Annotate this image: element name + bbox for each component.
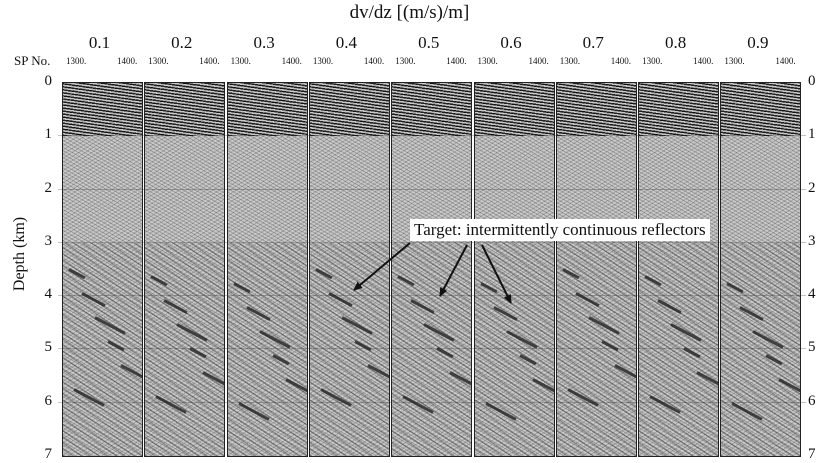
sp-tick-1300: 1300. <box>395 56 416 66</box>
shallow-noise-zone <box>474 83 554 136</box>
depth-tick-left: 2 <box>44 179 53 196</box>
mid-depth-zone <box>392 136 472 456</box>
depth-tick-right: 3 <box>808 232 816 249</box>
panel-dvdz-label: 0.9 <box>747 33 769 52</box>
sp-tick-1300: 1300. <box>477 56 498 66</box>
shallow-noise-zone <box>639 83 719 136</box>
depth-tick-right: 7 <box>808 446 816 462</box>
sp-number-label: SP No. <box>14 53 51 68</box>
seismic-panel <box>391 82 473 457</box>
depth-tick-left: 3 <box>44 232 53 249</box>
shallow-noise-zone <box>227 83 307 136</box>
seismic-panel <box>720 82 802 457</box>
seismic-panel <box>555 82 637 457</box>
sp-tick-1400: 1400. <box>610 56 632 66</box>
shallow-noise-zone <box>309 83 389 136</box>
sp-tick-1400: 1400. <box>281 56 302 66</box>
depth-tick-right: 5 <box>808 339 816 356</box>
depth-gridline <box>58 135 806 137</box>
sp-tick-1400: 1400. <box>117 56 138 66</box>
panel-dvdz-label: 0.8 <box>664 33 687 52</box>
depth-tick-right: 6 <box>808 392 816 409</box>
deep-reflector-zone <box>309 243 389 456</box>
sp-tick-1300: 1300. <box>724 56 745 66</box>
depth-tick-left: 0 <box>44 73 53 89</box>
depth-tick-left: 7 <box>44 446 53 462</box>
shallow-noise-zone <box>63 83 142 136</box>
sp-tick-1300: 1300. <box>148 56 169 66</box>
panel-dvdz-label: 0.6 <box>500 33 522 52</box>
sp-tick-1300: 1300. <box>559 56 581 66</box>
depth-tick-left: 4 <box>44 286 53 303</box>
top-axis-title: dv/dz [(m/s)/m] <box>349 2 470 23</box>
sp-tick-1400: 1400. <box>199 56 220 66</box>
shallow-noise-zone <box>145 83 225 136</box>
sp-tick-1400: 1400. <box>446 56 467 66</box>
depth-gridline <box>58 188 806 190</box>
deep-reflector-zone <box>556 243 636 456</box>
shallow-noise-zone <box>721 83 801 136</box>
depth-gridline <box>58 295 806 297</box>
seismic-panel <box>308 82 390 457</box>
depth-tick-right: 1 <box>808 126 816 143</box>
panel-dvdz-label: 0.1 <box>88 33 111 52</box>
depth-tick-right: 2 <box>808 179 816 196</box>
depth-tick-left: 1 <box>44 126 53 143</box>
deep-reflector-zone <box>63 243 142 456</box>
seismic-panel <box>226 82 308 457</box>
sp-tick-1400: 1400. <box>693 56 714 66</box>
arrow-to-panel-0.4 <box>353 242 411 291</box>
depth-tick-right: 0 <box>808 73 816 89</box>
sp-tick-1400: 1400. <box>775 56 796 66</box>
panel-dvdz-label: 0.4 <box>335 33 358 52</box>
arrow-to-panel-0.6 <box>481 244 512 304</box>
depth-gridline <box>58 401 806 403</box>
panel-dvdz-label: 0.3 <box>253 33 275 52</box>
mid-depth-zone <box>639 136 719 456</box>
sp-tick-1300: 1300. <box>642 56 663 66</box>
seismic-panel <box>144 82 226 457</box>
panel-dvdz-label: 0.7 <box>582 33 604 52</box>
depth-tick-right: 4 <box>808 286 816 303</box>
target-annotation: Target: intermittently continuous reflec… <box>410 219 710 241</box>
seismic-panel <box>473 82 555 457</box>
depth-tick-left: 6 <box>44 392 53 409</box>
sp-tick-1300: 1300. <box>66 56 87 66</box>
sp-tick-1400: 1400. <box>528 56 549 66</box>
shallow-noise-zone <box>392 83 472 136</box>
sp-tick-1300: 1300. <box>230 56 251 66</box>
depth-tick-left: 5 <box>44 339 53 356</box>
depth-gridline <box>58 348 806 350</box>
sp-tick-1400: 1400. <box>363 56 385 66</box>
shallow-noise-zone <box>556 83 636 136</box>
arrow-to-panel-0.5 <box>439 244 468 297</box>
mid-depth-zone <box>145 136 225 456</box>
mid-depth-zone <box>63 136 142 456</box>
depth-gridline <box>58 241 806 243</box>
seismic-panel <box>638 82 720 457</box>
panel-dvdz-label: 0.2 <box>171 33 193 52</box>
sp-tick-1300: 1300. <box>312 56 334 66</box>
panel-dvdz-label: 0.5 <box>418 33 440 52</box>
seismic-panel <box>62 82 143 457</box>
